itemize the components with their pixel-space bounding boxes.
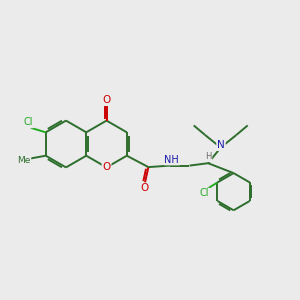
Text: Cl: Cl xyxy=(200,188,209,199)
Text: Cl: Cl xyxy=(24,117,33,128)
Text: O: O xyxy=(141,183,149,193)
Text: Me: Me xyxy=(17,156,31,165)
Text: H: H xyxy=(205,152,212,161)
Text: O: O xyxy=(102,95,111,105)
Text: N: N xyxy=(217,140,225,150)
Text: O: O xyxy=(102,162,111,172)
Text: NH: NH xyxy=(164,154,179,165)
